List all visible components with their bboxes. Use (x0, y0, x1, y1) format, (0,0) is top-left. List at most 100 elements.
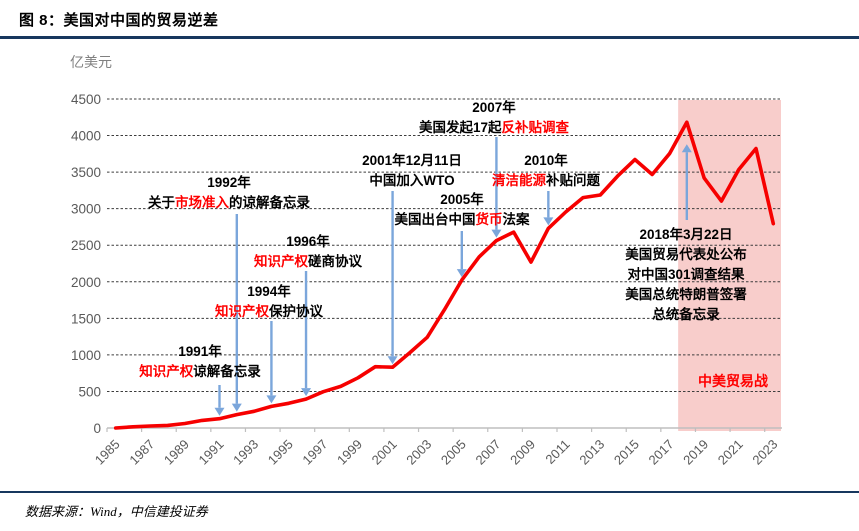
annotation-highlight-text: 反补贴调查 (501, 120, 570, 135)
annotation-2007: 2007年美国发起17起反补贴调查 (419, 98, 569, 138)
annotation-text: 法案 (502, 212, 530, 227)
x-tick-label: 1993 (230, 437, 261, 468)
annotation-text: 2001年12月11日 (362, 153, 462, 168)
annotation-text: 对中国301调查结果 (627, 267, 745, 282)
x-tick-label: 2009 (507, 437, 538, 468)
annotation-text: 1996年 (286, 234, 330, 249)
annotation-line: 对中国301调查结果 (625, 265, 747, 285)
x-tick-label: 2007 (472, 437, 503, 468)
annotation-2001: 2001年12月11日 中国加入WTO (362, 151, 462, 191)
annotation-text: 总统备忘录 (652, 307, 720, 322)
event-arrow-head-1991 (214, 407, 225, 416)
y-tick-label: 4500 (71, 92, 101, 107)
annotation-1994: 1994年 知识产权保护协议 (215, 282, 323, 322)
event-arrow-head-1992 (231, 403, 242, 412)
annotation-highlight-text: 知识产权 (254, 254, 308, 269)
x-tick-label: 2013 (576, 437, 607, 468)
annotation-highlight-text: 清洁能源 (492, 173, 546, 188)
event-arrow-head-1996 (301, 388, 312, 397)
annotation-2018: 2018年3月22日 美国贸易代表处公布 对中国301调查结果 美国总统特朗普签署 总统… (625, 225, 747, 325)
annotation-text: 美国出台中国 (394, 212, 476, 227)
annotation-line: 中国加入WTO (362, 171, 462, 191)
annotation-text: 的谅解备忘录 (229, 195, 310, 210)
y-tick-label: 1500 (71, 311, 101, 326)
annotation-line: 1996年 (254, 232, 362, 252)
annotation-text: 关于 (148, 195, 175, 210)
annotation-text: 美国贸易代表处公布 (625, 247, 747, 262)
annotation-text: 谅解备忘录 (193, 364, 261, 379)
annotation-line: 美国出台中国货币法案 (395, 210, 530, 230)
y-tick-label: 500 (78, 384, 101, 399)
annotation-line: 1992年 (148, 173, 310, 193)
annotation-text: 中国加入WTO (369, 173, 455, 188)
figure-title: 图 8：美国对中国的贸易逆差 (19, 12, 219, 29)
annotation-text: 2005年 (440, 192, 484, 207)
footer-rule (0, 491, 859, 493)
annotation-text: 保护协议 (269, 304, 323, 319)
event-arrow-head-2005 (456, 269, 467, 278)
annotation-line: 美国贸易代表处公布 (625, 245, 747, 265)
annotation-line: 知识产权保护协议 (215, 302, 323, 322)
x-tick-label: 2015 (611, 437, 642, 468)
annotation-line: 2018年3月22日 (625, 225, 747, 245)
event-arrow-head-2018 (681, 144, 692, 153)
event-arrow-head-1994 (266, 395, 277, 404)
annotation-1992: 1992年关于市场准入的谅解备忘录 (148, 173, 310, 213)
x-tick-label: 2017 (646, 437, 677, 468)
annotation-text: 美国总统特朗普签署 (625, 287, 747, 302)
x-tick-label: 2023 (749, 437, 780, 468)
x-tick-label: 1989 (161, 437, 192, 468)
annotation-text: 2007年 (472, 100, 516, 115)
x-tick-label: 1987 (126, 437, 157, 468)
annotation-line: 2001年12月11日 (362, 151, 462, 171)
annotation-line: 2010年 (492, 151, 600, 171)
annotation-highlight-text: 知识产权 (139, 364, 194, 379)
x-tick-label: 1999 (334, 437, 365, 468)
annotation-line: 知识产权磋商协议 (254, 252, 362, 272)
x-tick-label: 2011 (542, 437, 572, 467)
y-tick-label: 4000 (71, 129, 101, 144)
annotation-2010: 2010年清洁能源补贴问题 (492, 151, 600, 191)
x-tick-label: 1997 (299, 437, 330, 468)
trade-war-band-label: 中美贸易战 (698, 373, 768, 389)
event-arrow-head-2001 (387, 356, 398, 365)
annotation-line: 清洁能源补贴问题 (492, 171, 600, 191)
annotation-line: 美国发起17起反补贴调查 (419, 118, 569, 138)
deficit-line-series (113, 120, 776, 430)
y-tick-label: 3500 (71, 165, 101, 180)
y-tick-label: 0 (93, 421, 101, 436)
y-axis-unit-label: 亿美元 (70, 54, 112, 70)
annotation-line: 2007年 (419, 98, 569, 118)
annotation-text: 1991年 (178, 344, 222, 359)
annotation-line: 1991年 (139, 342, 261, 362)
annotation-text: 2010年 (524, 153, 568, 168)
annotation-text: 1992年 (207, 175, 251, 190)
annotation-text: 补贴问题 (546, 173, 600, 188)
x-tick-label: 1985 (92, 437, 123, 468)
annotation-line: 知识产权谅解备忘录 (139, 362, 261, 382)
x-tick-label: 1995 (265, 437, 296, 468)
x-tick-label: 1991 (196, 437, 227, 468)
event-arrow-head-2007 (491, 229, 502, 238)
annotation-line: 关于市场准入的谅解备忘录 (148, 193, 310, 213)
annotation-line: 总统备忘录 (625, 305, 747, 325)
y-tick-label: 1000 (71, 348, 101, 363)
y-tick-label: 2500 (71, 238, 101, 253)
x-tick-label: 2019 (680, 437, 711, 468)
annotation-highlight-text: 货币 (475, 212, 503, 227)
annotation-line: 1994年 (215, 282, 323, 302)
y-tick-label: 3000 (71, 202, 101, 217)
annotation-2005: 2005年美国出台中国货币法案 (395, 190, 530, 230)
annotation-text: 2018年3月22日 (639, 227, 733, 242)
x-tick-label: 2005 (438, 437, 469, 468)
annotation-highlight-text: 知识产权 (215, 304, 269, 319)
annotation-line: 2005年 (395, 190, 530, 210)
x-tick-label: 2003 (403, 437, 434, 468)
x-tick-label: 2001 (369, 437, 400, 468)
annotation-line: 美国总统特朗普签署 (625, 285, 747, 305)
data-source: 数据来源：Wind，中信建投证券 (25, 504, 208, 519)
annotation-1991: 1991年知识产权谅解备忘录 (139, 342, 261, 382)
annotation-text: 磋商协议 (308, 254, 362, 269)
annotation-1996: 1996年知识产权磋商协议 (254, 232, 362, 272)
